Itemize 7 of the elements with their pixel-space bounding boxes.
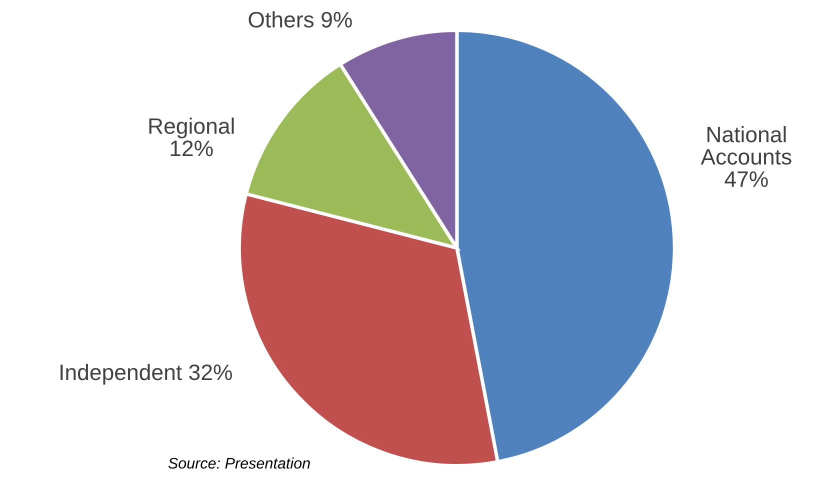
- data-label: 12%: [170, 140, 213, 156]
- source-note: Source: Presentation: [168, 457, 310, 469]
- data-label: 47%: [724, 171, 768, 187]
- slice-label: Others 9%: [248, 11, 352, 28]
- slice-label: Independent 32%: [60, 364, 232, 385]
- slice-label: Regional: [149, 118, 234, 138]
- slice-label: National Accounts: [700, 126, 792, 165]
